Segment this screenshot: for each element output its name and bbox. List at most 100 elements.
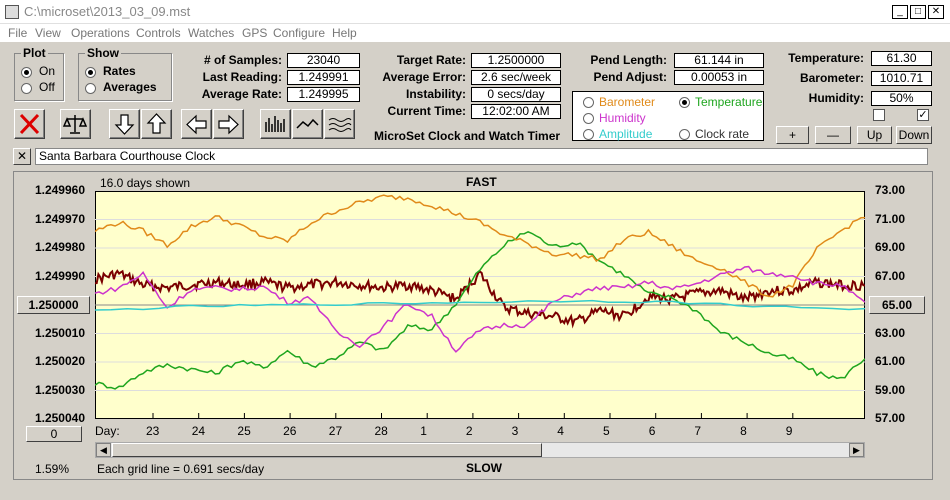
right-axis-tick-label: 67.00 bbox=[875, 268, 906, 283]
arrow-up-button[interactable] bbox=[141, 109, 172, 139]
temperature-option-label: Temperature bbox=[695, 95, 763, 109]
shift-up-button[interactable]: Up bbox=[857, 126, 892, 144]
left-axis-tick-label: 1.249980 bbox=[34, 240, 85, 254]
amplitude-option-label: Amplitude bbox=[599, 127, 653, 141]
arrow-up-icon bbox=[146, 113, 167, 134]
x-axis-tick-label: 27 bbox=[328, 424, 343, 438]
option-checkbox-1[interactable] bbox=[873, 109, 885, 121]
arrow-left-icon bbox=[186, 114, 207, 135]
show-legend: Show bbox=[85, 46, 121, 60]
menu-operations[interactable]: Operations bbox=[71, 26, 130, 40]
scroll-right-arrow-icon[interactable]: ▶ bbox=[849, 443, 864, 457]
plot-on-label: On bbox=[39, 64, 56, 78]
percent-label: 1.59% bbox=[35, 462, 70, 476]
temperature-label: Temperature: bbox=[788, 51, 864, 65]
right-axis-tick-label: 57.00 bbox=[875, 411, 906, 425]
average-rate-value: 1.249995 bbox=[287, 87, 360, 102]
grid-note: Each grid line = 0.691 secs/day bbox=[97, 462, 265, 476]
x-axis-tick-label: 28 bbox=[374, 424, 388, 438]
x-axis-tick-label: 1 bbox=[420, 424, 427, 438]
balance-button[interactable] bbox=[60, 109, 91, 139]
x-axis-tick-label: 6 bbox=[648, 424, 656, 438]
right-axis-tick-label: 63.00 bbox=[875, 325, 906, 340]
right-axis-tick-label: 73.00 bbox=[875, 183, 906, 197]
show-averages-radio[interactable] bbox=[85, 83, 96, 94]
plot-on-radio[interactable] bbox=[21, 67, 32, 78]
pend-adjust-value: 0.00053 in bbox=[674, 70, 764, 85]
temperature-value: 61.30 bbox=[871, 51, 932, 66]
red-x-icon bbox=[19, 113, 40, 135]
noise-line-button[interactable] bbox=[324, 109, 355, 139]
close-window-button[interactable]: ✕ bbox=[928, 5, 944, 19]
last-reading-label: Last Reading: bbox=[202, 70, 282, 84]
samples-value: 23040 bbox=[287, 53, 360, 68]
clock-rate-option-label: Clock rate bbox=[695, 127, 750, 141]
app-caption: MicroSet Clock and Watch Timer bbox=[374, 129, 561, 143]
left-axis-tick-label: 1.249960 bbox=[34, 183, 85, 197]
zero-button[interactable]: 0 bbox=[26, 426, 82, 442]
right-axis-tick-label: 69.00 bbox=[875, 240, 906, 254]
x-axis-tick-label: 7 bbox=[694, 424, 702, 438]
arrow-left-button[interactable] bbox=[181, 109, 212, 139]
balance-scale-icon bbox=[62, 115, 88, 134]
clock-rate-radio[interactable] bbox=[679, 129, 690, 140]
menu-gps[interactable]: GPS bbox=[242, 26, 268, 40]
smooth-line-button[interactable] bbox=[292, 109, 323, 139]
humidity-series-line bbox=[95, 265, 865, 353]
watch-name-field[interactable]: Santa Barbara Courthouse Clock bbox=[35, 148, 928, 165]
show-rates-radio[interactable] bbox=[85, 67, 96, 78]
zoom-in-button[interactable]: + bbox=[776, 126, 809, 144]
menu-view[interactable]: View bbox=[35, 26, 61, 40]
temperature-series-line bbox=[95, 230, 865, 390]
x-axis-tick-label: 2 bbox=[465, 424, 473, 438]
x-axis-tick-label: 24 bbox=[191, 424, 206, 438]
slow-label: SLOW bbox=[466, 461, 502, 475]
menu-watches[interactable]: Watches bbox=[188, 26, 235, 40]
x-axis-tick-label: 3 bbox=[511, 424, 519, 438]
days-shown-label: 16.0 days shown bbox=[100, 176, 191, 190]
humidity-label: Humidity: bbox=[808, 91, 864, 105]
menu-file[interactable]: File bbox=[8, 26, 28, 40]
pend-adjust-label: Pend Adjust: bbox=[593, 70, 667, 84]
current-time-label: Current Time: bbox=[387, 104, 466, 118]
left-axis-tick-label: 1.250010 bbox=[34, 325, 85, 340]
temperature-radio[interactable] bbox=[679, 97, 690, 108]
option-checkbox-2[interactable]: ✓ bbox=[917, 109, 929, 121]
plot-group: Plot On Off bbox=[14, 46, 64, 101]
center-right-button[interactable]: 65.00 bbox=[869, 296, 925, 314]
scroll-thumb[interactable] bbox=[112, 443, 542, 457]
menu-controls[interactable]: Controls bbox=[136, 26, 181, 40]
arrow-right-button[interactable] bbox=[213, 109, 244, 139]
minimize-button[interactable]: _ bbox=[892, 5, 908, 19]
x-axis-tick-label: 23 bbox=[146, 424, 160, 438]
show-rates-label: Rates bbox=[103, 64, 136, 78]
clear-watch-button[interactable]: ✕ bbox=[13, 148, 31, 165]
maximize-button[interactable]: □ bbox=[910, 5, 926, 19]
amplitude-radio[interactable] bbox=[583, 129, 594, 140]
menu-bar: File View Operations Controls Watches GP… bbox=[0, 24, 950, 42]
arrow-right-icon bbox=[218, 114, 239, 135]
stop-button[interactable] bbox=[14, 109, 45, 139]
right-axis-tick-label: 71.00 bbox=[875, 211, 906, 226]
barometer-option-label: Barometer bbox=[599, 95, 656, 109]
rate-series-line bbox=[95, 269, 865, 329]
shift-down-button[interactable]: Down bbox=[896, 126, 932, 144]
left-axis-tick-label: 1.250020 bbox=[34, 354, 85, 368]
average-error-label: Average Error: bbox=[382, 70, 466, 84]
plot-off-radio[interactable] bbox=[21, 83, 32, 94]
zoom-out-button[interactable]: — bbox=[815, 126, 851, 144]
fast-label: FAST bbox=[466, 175, 497, 189]
arrow-down-button[interactable] bbox=[109, 109, 140, 139]
menu-help[interactable]: Help bbox=[332, 26, 357, 40]
center-rate-button[interactable]: 1.250000 bbox=[17, 296, 90, 314]
x-axis-tick-label: 26 bbox=[283, 424, 297, 438]
humidity-radio[interactable] bbox=[583, 113, 594, 124]
histogram-button[interactable] bbox=[260, 109, 291, 139]
horizontal-scrollbar[interactable]: ◀ ▶ bbox=[95, 442, 865, 458]
menu-configure[interactable]: Configure bbox=[273, 26, 326, 40]
barometer-label: Barometer: bbox=[799, 71, 864, 85]
barometer-radio[interactable] bbox=[583, 97, 594, 108]
scroll-left-arrow-icon[interactable]: ◀ bbox=[96, 443, 111, 457]
samples-label: # of Samples: bbox=[203, 53, 282, 67]
pend-length-label: Pend Length: bbox=[590, 53, 667, 67]
